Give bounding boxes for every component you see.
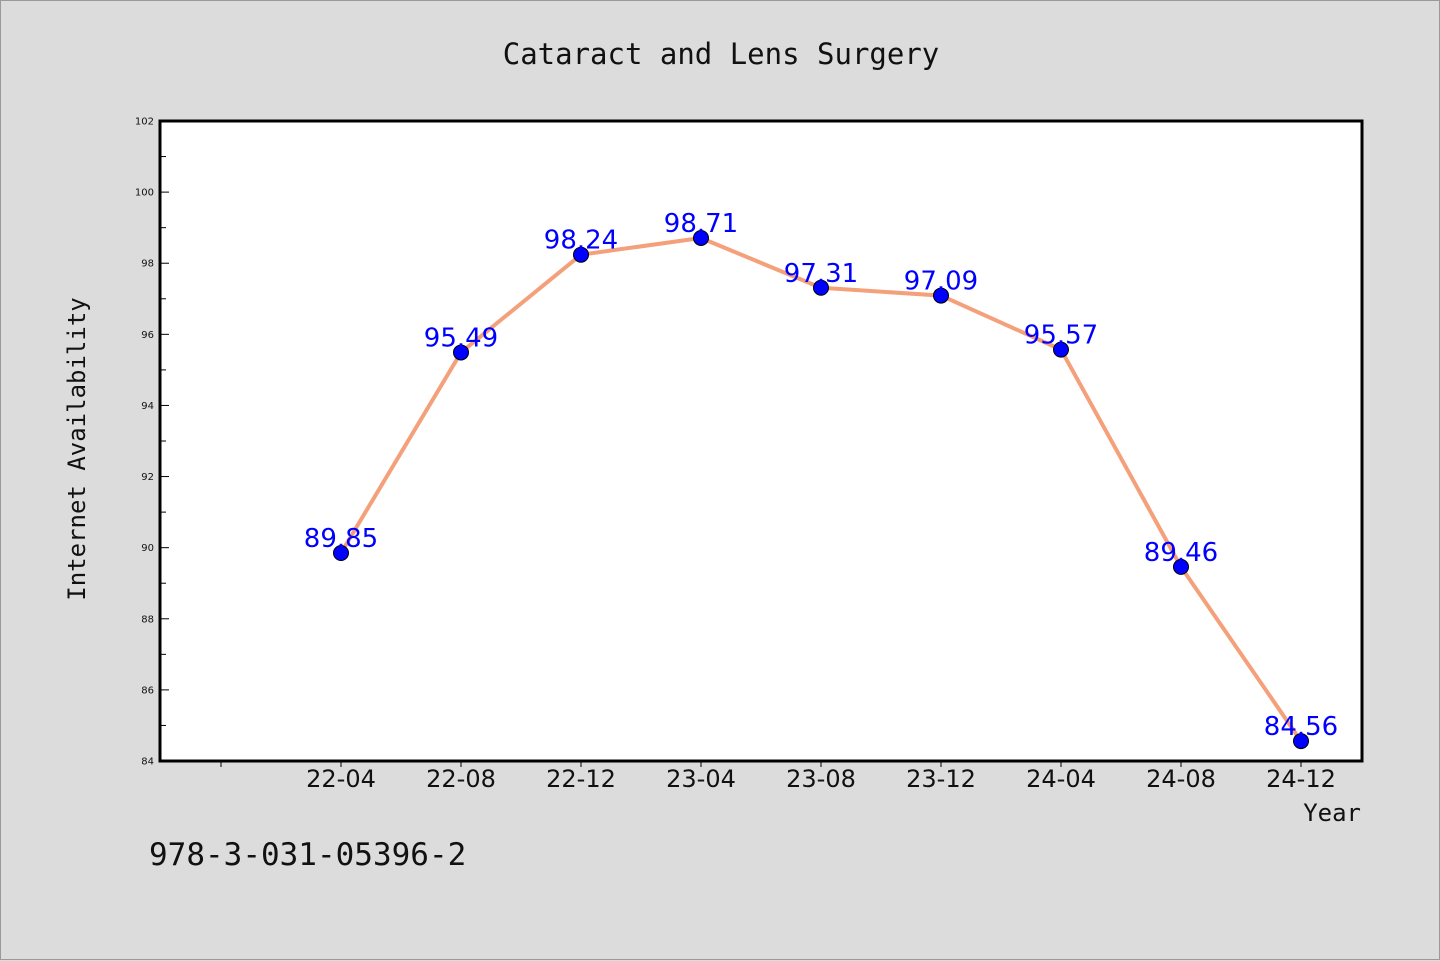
y-tick-label: 96 (141, 330, 154, 341)
data-labels: 89.85 95.49 98.24 98.71 97.31 97.09 95.57 89.46… (304, 209, 1338, 742)
data-label: 97.09 (904, 267, 978, 297)
y-axis-ticks: 84 86 88 90 92 94 96 98 100 102 (135, 117, 169, 768)
data-label: 97.31 (784, 259, 858, 289)
y-tick-label: 98 (141, 259, 154, 270)
data-label: 98.71 (664, 209, 738, 239)
y-tick-label: 100 (135, 188, 154, 199)
x-axis-label: Year (1303, 799, 1361, 827)
data-label: 89.85 (304, 524, 378, 554)
y-tick-label: 90 (141, 543, 154, 554)
y-axis-label: Internet Availability (63, 297, 91, 600)
chart-title: Cataract and Lens Surgery (503, 37, 940, 71)
x-tick-label: 24-08 (1146, 765, 1216, 793)
data-point (813, 279, 829, 296)
data-point (573, 246, 589, 263)
series-group (333, 229, 1309, 750)
y-tick-label: 84 (141, 757, 154, 768)
data-point (1053, 341, 1069, 358)
y-tick-label: 88 (141, 614, 154, 625)
data-point (1173, 558, 1189, 575)
data-label: 95.57 (1024, 321, 1098, 351)
x-tick-label: 24-04 (1026, 765, 1096, 793)
plot-frame (158, 119, 1364, 763)
data-label: 98.24 (544, 226, 618, 256)
y-tick-label: 92 (141, 472, 154, 483)
data-point (933, 287, 949, 304)
x-tick-label: 23-04 (666, 765, 736, 793)
data-point (453, 344, 469, 361)
x-tick-label: 22-04 (306, 765, 376, 793)
isbn-text: 978-3-031-05396-2 (149, 837, 466, 873)
data-point (333, 545, 349, 561)
x-tick-label: 23-08 (786, 765, 856, 793)
data-label: 89.46 (1144, 538, 1218, 568)
data-point (693, 229, 709, 246)
x-tick-label: 22-12 (546, 765, 616, 793)
y-tick-label: 102 (135, 117, 154, 128)
x-tick-label: 22-08 (426, 765, 496, 793)
data-label: 84.56 (1264, 712, 1338, 742)
plot-area (160, 121, 1362, 761)
x-axis-ticks: 22-04 22-08 22-12 23-04 23-08 23-12 24-04 24-08… (220, 761, 1336, 793)
y-tick-label: 86 (141, 685, 154, 696)
data-label: 95.49 (424, 323, 498, 353)
y-tick-label: 94 (141, 401, 154, 412)
x-tick-label: 23-12 (906, 765, 976, 793)
data-point (1293, 733, 1309, 750)
x-tick-label: 24-12 (1266, 765, 1336, 793)
